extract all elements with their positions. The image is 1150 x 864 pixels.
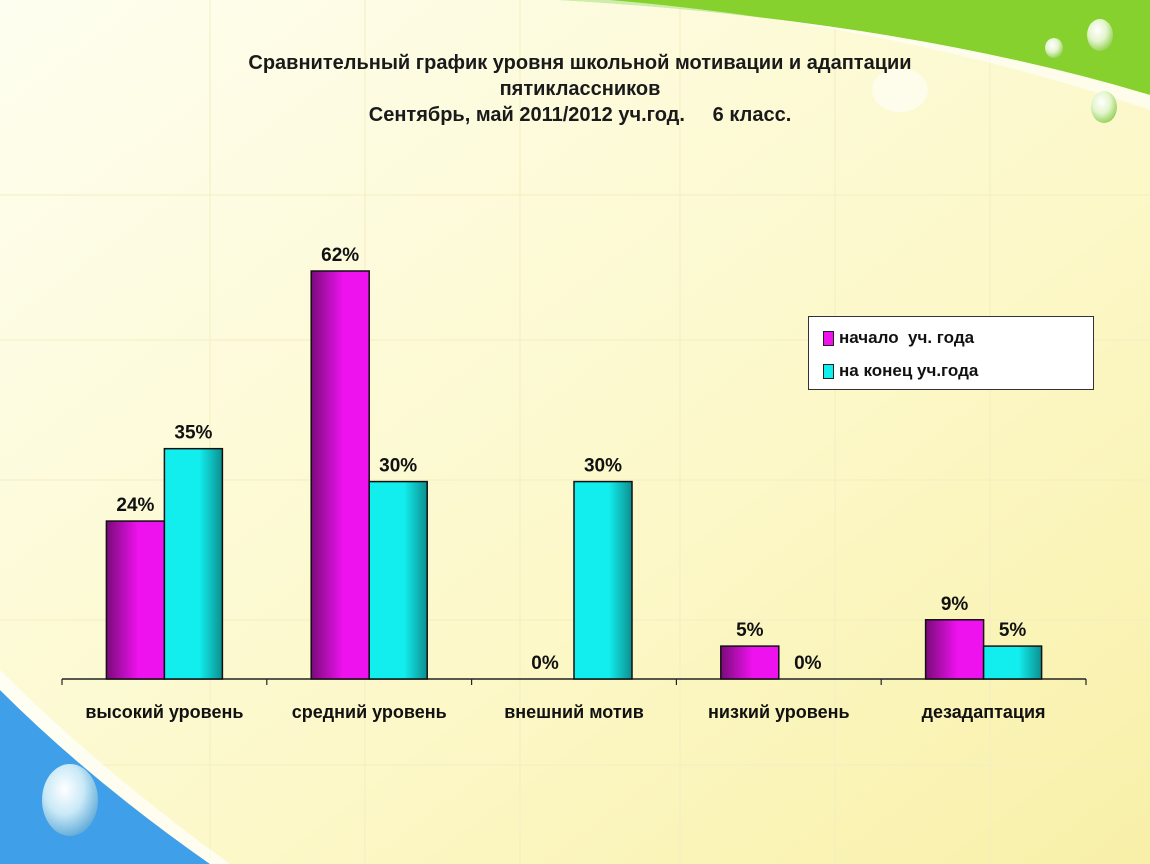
bar-series2	[982, 645, 1043, 680]
data-label: 9%	[941, 594, 969, 615]
green-corner-swoosh	[560, 0, 1150, 95]
data-label: 30%	[584, 456, 622, 477]
category-label: низкий уровень	[708, 702, 850, 722]
data-label: 35%	[174, 423, 212, 444]
title-line-2: пятиклассников	[499, 78, 661, 100]
chart-title: Сравнительный график уровня школьной мот…	[160, 50, 1000, 128]
bar-series2	[573, 480, 633, 680]
category-label: средний уровень	[292, 702, 447, 722]
legend-item-series2: на конец уч.года	[823, 360, 978, 382]
bar-series2	[163, 447, 224, 680]
bar-series1	[105, 520, 166, 680]
legend-item-series1: начало уч. года	[823, 327, 974, 349]
data-label: 0%	[531, 653, 559, 674]
bar-series1	[924, 619, 985, 680]
legend-swatch-series1	[823, 330, 834, 346]
title-line-3: Сентябрь, май 2011/2012 уч.год. 6 класс.	[368, 104, 792, 126]
data-label: 62%	[321, 245, 359, 266]
legend-label-series2: на конец уч.года	[839, 361, 979, 380]
chart-legend: начало уч. года на конец уч.года	[808, 316, 1094, 390]
category-label: дезадаптация	[922, 702, 1046, 722]
bar-series1	[310, 270, 370, 680]
bar-series1	[720, 645, 780, 680]
legend-label-series1: начало уч. года	[839, 328, 975, 347]
data-label: 5%	[999, 620, 1027, 641]
data-label: 5%	[736, 620, 764, 641]
data-label: 0%	[794, 653, 822, 674]
water-drop-icon	[1091, 91, 1117, 123]
water-drop-icon	[1045, 38, 1063, 58]
title-line-1: Сравнительный график уровня школьной мот…	[248, 52, 912, 74]
water-drop-icon	[42, 764, 98, 836]
water-drop-icon	[872, 68, 928, 112]
legend-swatch-series2	[823, 363, 834, 379]
category-label: внешний мотив	[504, 702, 644, 722]
data-label: 24%	[116, 495, 154, 516]
data-label: 30%	[379, 456, 417, 477]
category-label: высокий уровень	[85, 702, 243, 722]
water-drop-icon	[1087, 19, 1113, 51]
bar-series2	[368, 480, 428, 680]
